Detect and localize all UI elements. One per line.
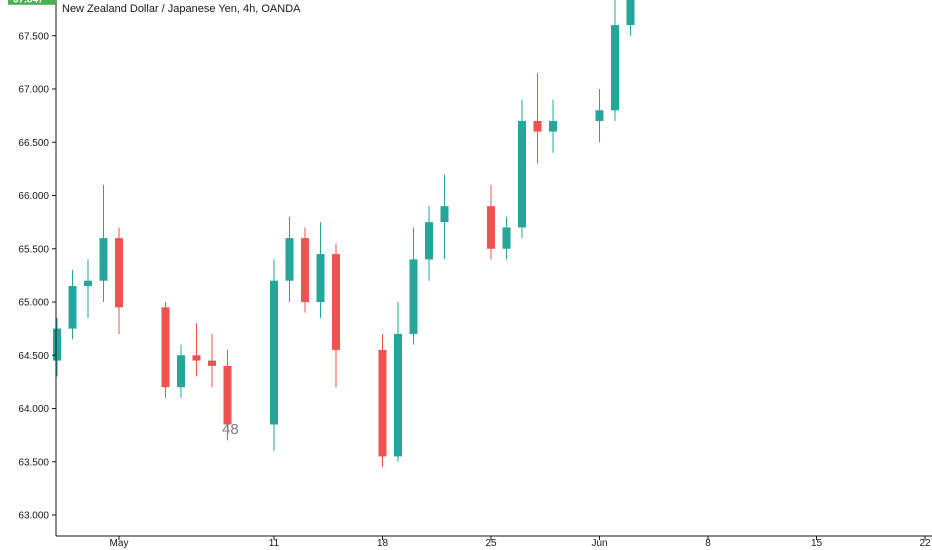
candle-body [425,222,433,260]
y-tick-label: 66.500 [18,138,49,149]
chart-title: New Zealand Dollar / Japanese Yen, 4h, O… [62,3,301,15]
candle-body [177,355,185,388]
candle-body [208,360,216,366]
candle-body [409,259,418,334]
x-tick-label: May [110,538,129,549]
candle-body [440,206,449,223]
candle-body [626,0,635,26]
y-tick-label: 66.000 [18,191,49,202]
y-tick-label: 64.500 [18,351,49,362]
x-tick-label: Jun [591,538,607,549]
x-tick-label: 18 [377,538,389,549]
candle-body [53,328,61,361]
candle-body [533,120,542,132]
x-tick-label: 22 [919,538,931,549]
y-tick-label: 67.000 [18,85,49,96]
candle-body [192,355,201,361]
y-tick-label: 64.000 [18,404,49,415]
y-tick-label: 63.500 [18,457,49,468]
x-tick-label: 8 [705,538,711,549]
candle-body [99,238,108,281]
candle-body [487,206,495,249]
candle-body [332,254,340,350]
candle-body [394,333,402,457]
x-tick-label: 25 [485,538,497,549]
y-tick-label: 65.500 [18,244,49,255]
candle-body [316,254,325,302]
candle-body [223,365,232,425]
candle-body [84,280,92,287]
price-badges: 72.40772.19971.88771.72571.12270.82170.5… [8,0,56,5]
candle-body [502,227,511,249]
candle-body [595,110,604,121]
candle-body [518,120,526,228]
candles [53,0,635,468]
axes: 63.000 63.500 64.000 64.500 65.000 65.500 66.0… [18,0,932,549]
y-tick-label: 67.500 [18,31,49,42]
y-tick-label: 63.000 [18,511,49,522]
price-badge-label: 67.847 [13,0,44,5]
candle-body [378,349,387,457]
candle-body [270,280,278,425]
candle-body [68,286,77,329]
watermark-text: 48 [222,421,239,438]
candle-body [611,25,619,111]
price-badge-bg [8,0,56,5]
y-tick-label: 65.000 [18,298,49,309]
x-tick-label: 15 [811,538,823,549]
candle-body [115,238,123,308]
candle-body [285,238,294,281]
candle-body [161,307,170,388]
candle-body [549,120,557,132]
x-tick-label: 11 [269,538,280,549]
candle-body [301,238,309,302]
